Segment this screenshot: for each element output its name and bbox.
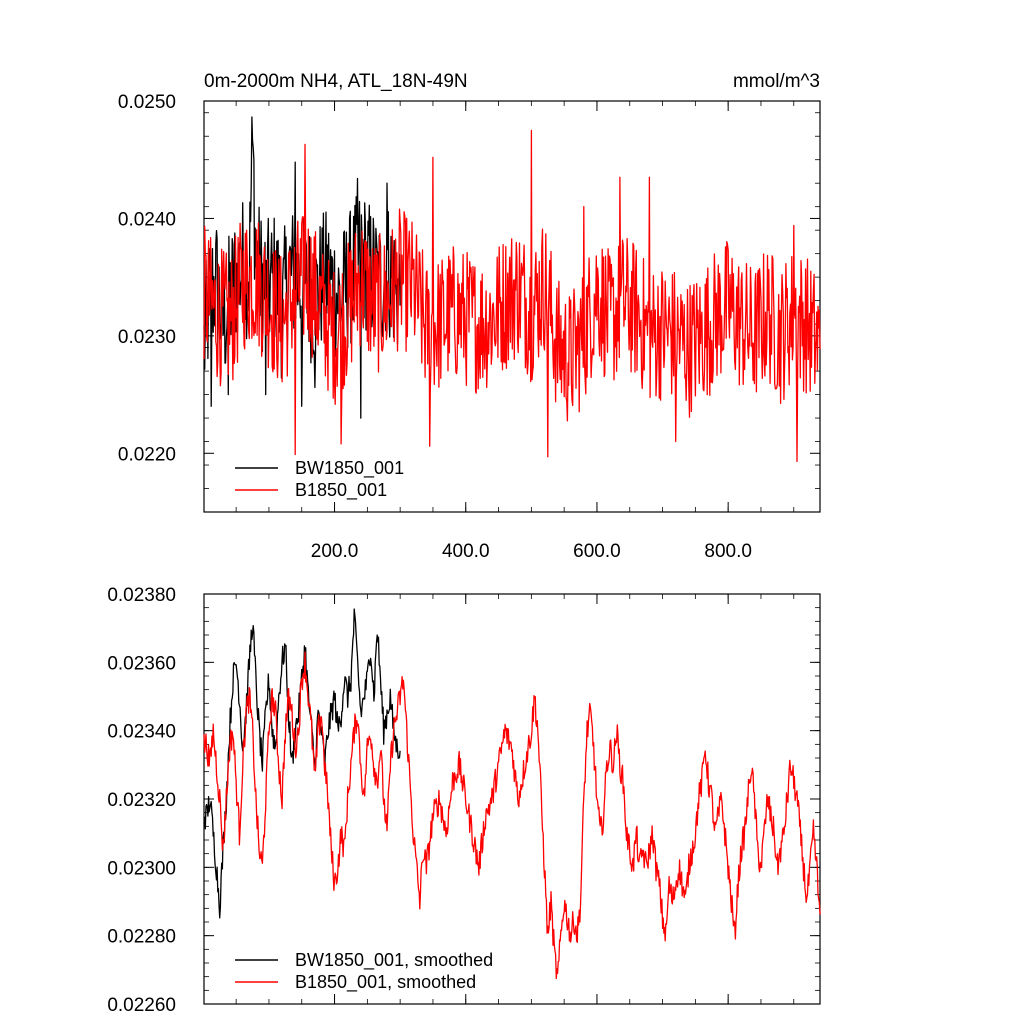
legend-label: BW1850_001	[295, 458, 404, 479]
x-tick-label: 600.0	[573, 541, 621, 562]
series-group	[203, 608, 821, 980]
y-tick-label: 0.0240	[118, 209, 176, 230]
chart-title: 0m-2000m NH4, ATL_18N-49N	[204, 71, 468, 92]
legend-label: BW1850_001, smoothed	[295, 950, 493, 971]
y-tick-label: 0.0250	[118, 92, 176, 113]
units-label: mmol/m^3	[733, 71, 820, 92]
y-tick-label: 0.02380	[107, 585, 176, 606]
y-tick-label: 0.02340	[107, 722, 176, 743]
y-tick-label: 0.02260	[107, 995, 176, 1016]
bottom-panel: 0.02260 0.02280 0.02300 0.02320 0.02340 0.023…	[107, 585, 821, 1016]
x-tick-label: 400.0	[442, 541, 490, 562]
plot-frame	[203, 593, 821, 1005]
legend-label: B1850_001, smoothed	[295, 972, 476, 993]
series-group	[203, 116, 821, 463]
ticks-group: 0.0220 0.0230 0.0240 0.0250 200.0 400.0 600.0 8…	[118, 92, 820, 562]
series-line	[203, 651, 821, 980]
y-tick-label: 0.02360	[107, 653, 176, 674]
x-tick-label: 800.0	[704, 541, 752, 562]
legend-label: B1850_001	[295, 480, 387, 501]
series-line	[203, 129, 821, 463]
y-tick-label: 0.0230	[118, 327, 176, 348]
top-panel: 0m-2000m NH4, ATL_18N-49N mmol/m^3 0.022…	[118, 71, 821, 562]
ticks-group: 0.02260 0.02280 0.02300 0.02320 0.02340 0.023…	[107, 585, 820, 1016]
y-tick-label: 0.02280	[107, 927, 176, 948]
y-tick-label: 0.0220	[118, 444, 176, 465]
x-tick-label: 200.0	[311, 541, 359, 562]
series-line	[203, 608, 401, 919]
y-tick-label: 0.02320	[107, 790, 176, 811]
y-tick-label: 0.02300	[107, 858, 176, 879]
